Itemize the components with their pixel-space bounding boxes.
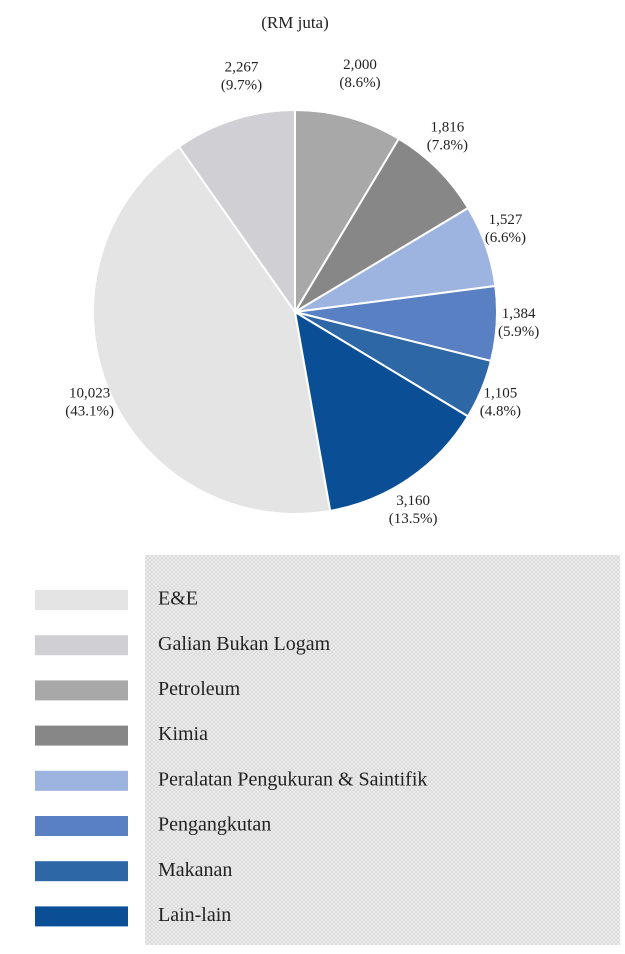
legend-swatch bbox=[35, 635, 128, 656]
pie-slice bbox=[293, 310, 470, 513]
legend-label: Makanan bbox=[158, 859, 232, 881]
legend-label: E&E bbox=[158, 588, 198, 610]
pie-slice bbox=[294, 108, 401, 316]
percent-label: (5.9%) bbox=[498, 324, 539, 340]
value-label: 1,527 bbox=[489, 212, 523, 228]
legend-swatch bbox=[35, 816, 128, 836]
legend-label: Galian Bukan Logam bbox=[158, 633, 331, 655]
legend-label: Kimia bbox=[158, 723, 208, 745]
value-label: 2,267 bbox=[225, 59, 259, 75]
percent-label: (8.6%) bbox=[339, 75, 380, 91]
legend-swatch bbox=[35, 680, 128, 701]
value-label: 1,816 bbox=[431, 119, 465, 135]
percent-label: (6.6%) bbox=[485, 230, 526, 246]
legend-swatch bbox=[35, 590, 128, 610]
percent-label: (4.8%) bbox=[480, 404, 521, 420]
value-label: 2,000 bbox=[343, 57, 377, 73]
value-label: 10,023 bbox=[69, 386, 110, 402]
pie-slice bbox=[177, 108, 296, 316]
value-label: 1,384 bbox=[502, 306, 536, 322]
percent-label: (43.1%) bbox=[65, 404, 114, 420]
legend-swatch bbox=[35, 725, 128, 746]
value-label: 3,160 bbox=[396, 493, 430, 509]
legend-swatch bbox=[35, 861, 128, 882]
legend-swatch bbox=[35, 770, 128, 791]
legend-background bbox=[145, 555, 620, 945]
percent-label: (9.7%) bbox=[221, 77, 262, 93]
percent-label: (7.8%) bbox=[427, 137, 468, 153]
value-label: 1,105 bbox=[483, 386, 517, 402]
legend-label: Peralatan Pengukuran & Saintifik bbox=[158, 768, 427, 790]
chart-title: (RM juta) bbox=[261, 13, 329, 32]
pie-slice bbox=[294, 137, 470, 313]
legend-label: Pengangkutan bbox=[158, 814, 271, 836]
legend-label: Petroleum bbox=[158, 678, 241, 700]
legend-label: Lain-lain bbox=[158, 904, 231, 926]
legend-swatch bbox=[35, 906, 128, 927]
pie-slice bbox=[92, 145, 332, 515]
percent-label: (13.5%) bbox=[389, 511, 438, 527]
